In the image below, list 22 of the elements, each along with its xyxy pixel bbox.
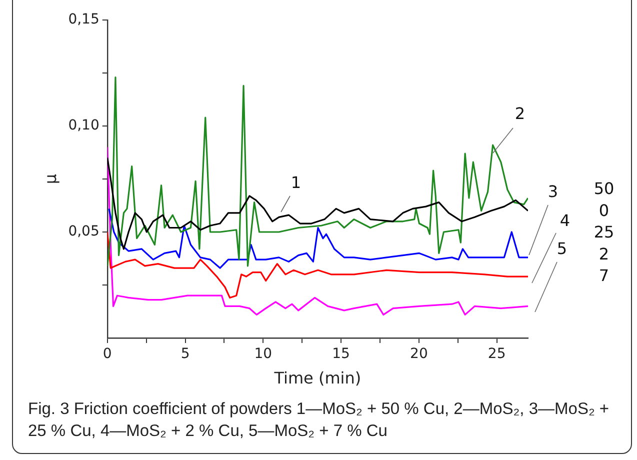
x-tick-label: 15	[332, 346, 350, 362]
caption: Fig. 3 Friction coefficient of powders 1—MoS₂ + 50 % Cu, 2—MoS₂, 3—MoS₂ + 25 % Cu, 4—MoS₂ + 2 % Cu, 5—MoS₂ + 7 % Cu	[28, 399, 610, 442]
y-tick-label: 0,05	[68, 224, 100, 240]
x-tick-label: 5	[180, 346, 190, 362]
series-label: 2	[514, 104, 526, 124]
text: 3	[548, 182, 558, 202]
text: 4	[560, 211, 570, 230]
text: 0	[598, 200, 610, 220]
x-tick-label: 0	[102, 346, 112, 362]
y-tick-label: 0,15	[68, 12, 100, 28]
x-tick-label: 20	[410, 346, 428, 362]
y-axis-title: μ	[40, 174, 60, 184]
text: 50	[594, 179, 614, 198]
x-tick-label: 25	[488, 346, 506, 362]
series-label: 1	[290, 173, 302, 192]
text: 2	[598, 244, 610, 264]
y-tick-label: 0,10	[68, 118, 100, 134]
text: 25	[594, 222, 614, 242]
text: 5	[556, 239, 568, 258]
x-axis-title: Time (min)	[273, 368, 362, 388]
x-tick-label: 10	[254, 346, 272, 362]
text: 7	[598, 266, 610, 285]
